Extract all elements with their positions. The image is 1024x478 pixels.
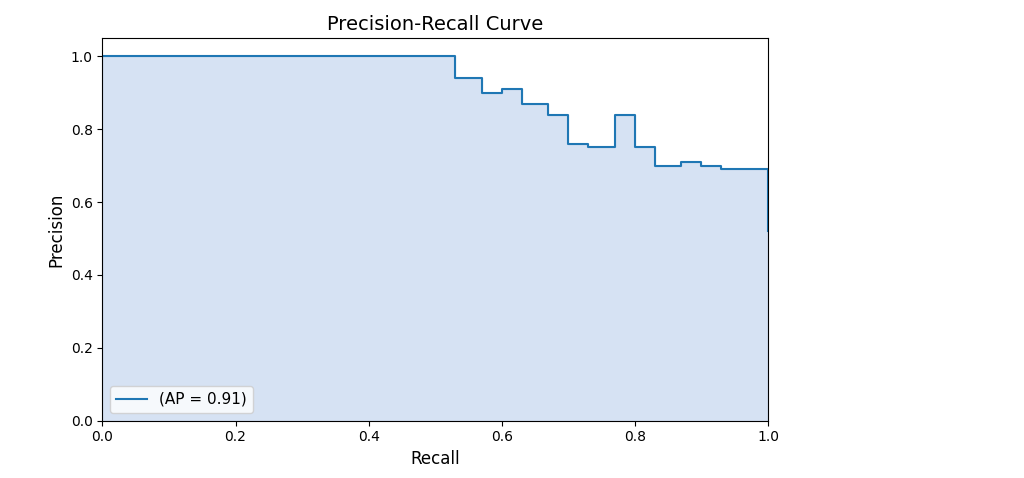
(AP = 0.91) (516, 101, 528, 107)
Y-axis label: Precision: Precision (47, 192, 66, 267)
Title: Precision-Recall Curve: Precision-Recall Curve (327, 15, 544, 34)
(AP = 0.91) (429, 54, 441, 59)
(AP = 0.91) (649, 163, 662, 169)
(AP = 0.91) (582, 145, 594, 151)
(AP = 0.91) (449, 76, 461, 81)
(AP = 0.91) (496, 87, 508, 92)
(AP = 0.91) (715, 166, 727, 172)
(AP = 0.91) (762, 228, 774, 234)
Line: (AP = 0.91): (AP = 0.91) (102, 56, 768, 231)
(AP = 0.91) (562, 141, 574, 147)
(AP = 0.91) (96, 54, 109, 59)
(AP = 0.91) (676, 159, 688, 165)
(AP = 0.91) (608, 112, 621, 118)
X-axis label: Recall: Recall (411, 450, 460, 468)
(AP = 0.91) (629, 145, 641, 151)
(AP = 0.91) (762, 166, 774, 172)
(AP = 0.91) (475, 90, 488, 96)
(AP = 0.91) (543, 112, 555, 118)
Legend: (AP = 0.91): (AP = 0.91) (110, 386, 253, 413)
(AP = 0.91) (695, 163, 708, 169)
